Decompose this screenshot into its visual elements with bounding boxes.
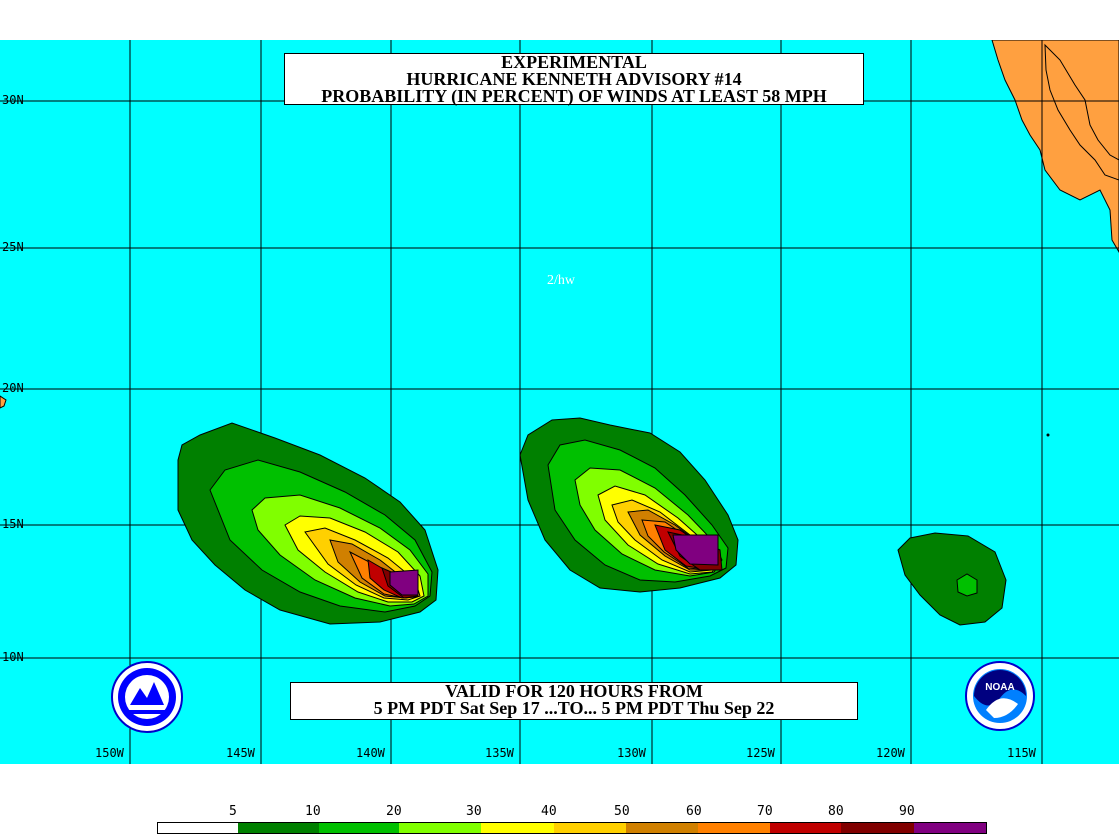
legend-swatch-80-90	[841, 823, 914, 833]
legend-label-10: 10	[305, 804, 321, 819]
legend-swatch-70-80	[770, 823, 841, 833]
lon-label-115w: 115W	[1007, 746, 1036, 760]
legend-label-20: 20	[386, 804, 402, 819]
legend-color-bar	[157, 822, 987, 834]
legend-label-30: 30	[466, 804, 482, 819]
legend-swatch-5-10	[238, 823, 319, 833]
lat-label-10n: 10N	[2, 650, 24, 664]
map-title-box: EXPERIMENTAL HURRICANE KENNETH ADVISORY …	[284, 53, 864, 105]
lat-label-20n: 20N	[2, 381, 24, 395]
legend-label-5: 5	[229, 804, 237, 819]
legend-label-90: 90	[899, 804, 915, 819]
probability-legend: 5 10 20 30 40 50 60 70 80 90	[0, 764, 1119, 839]
lon-label-150w: 150W	[95, 746, 124, 760]
noaa-logo: NOAA	[965, 661, 1035, 731]
lon-label-145w: 145W	[226, 746, 255, 760]
svg-text:NOAA: NOAA	[985, 682, 1014, 693]
land-hawaii	[0, 395, 7, 409]
legend-label-40: 40	[541, 804, 557, 819]
nws-logo	[111, 661, 183, 733]
lat-label-15n: 15N	[2, 517, 24, 531]
land-mexico	[991, 40, 1119, 253]
lat-label-25n: 25N	[2, 240, 24, 254]
legend-swatch-60-70	[698, 823, 770, 833]
legend-swatch-90-100	[914, 823, 986, 833]
valid-period-box: VALID FOR 120 HOURS FROM 5 PM PDT Sat Se…	[290, 682, 858, 720]
valid-line-1: VALID FOR 120 HOURS FROM	[445, 681, 703, 701]
lon-label-135w: 135W	[485, 746, 514, 760]
map-canvas	[0, 40, 1119, 764]
legend-swatch-10-20	[319, 823, 399, 833]
legend-label-60: 60	[686, 804, 702, 819]
small-island-dot	[1046, 433, 1050, 437]
probability-contours-west	[177, 422, 439, 625]
lat-label-30n: 30N	[2, 93, 24, 107]
title-advisory: HURRICANE KENNETH ADVISORY #14	[406, 69, 742, 89]
lon-label-140w: 140W	[356, 746, 385, 760]
land-baja-peninsula	[1044, 43, 1119, 181]
legend-swatch-40-50	[554, 823, 626, 833]
legend-label-50: 50	[614, 804, 630, 819]
probability-contours-central	[519, 417, 739, 593]
lon-label-125w: 125W	[746, 746, 775, 760]
title-experimental: EXPERIMENTAL	[501, 52, 647, 72]
legend-label-80: 80	[828, 804, 844, 819]
legend-swatch-20-30	[399, 823, 481, 833]
probability-contours-east	[897, 532, 1007, 626]
legend-swatch-50-60	[626, 823, 698, 833]
legend-swatch-30-40	[481, 823, 554, 833]
analyst-credit: 2/hw	[547, 273, 575, 288]
title-probability: PROBABILITY (IN PERCENT) OF WINDS AT LEA…	[321, 86, 827, 106]
lon-grid	[129, 40, 1043, 764]
legend-label-70: 70	[757, 804, 773, 819]
legend-swatch-0-5	[158, 823, 238, 833]
valid-line-2: 5 PM PDT Sat Sep 17 ...TO... 5 PM PDT Th…	[373, 698, 775, 718]
lon-label-120w: 120W	[876, 746, 905, 760]
lon-label-130w: 130W	[617, 746, 646, 760]
probability-map: 30N 25N 20N 15N 10N 150W 145W 140W 135W …	[0, 40, 1119, 764]
